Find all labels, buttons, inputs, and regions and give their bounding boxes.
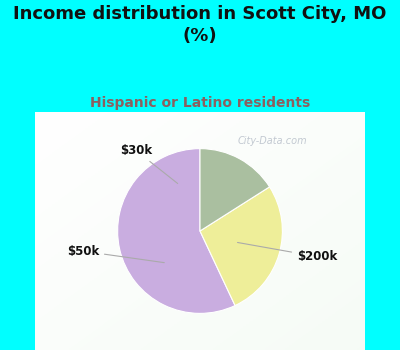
Text: $30k: $30k: [120, 144, 178, 183]
Text: Hispanic or Latino residents: Hispanic or Latino residents: [90, 96, 310, 110]
Text: $200k: $200k: [238, 243, 337, 263]
Text: Income distribution in Scott City, MO
(%): Income distribution in Scott City, MO (%…: [13, 5, 387, 46]
Wedge shape: [200, 149, 270, 231]
Text: $50k: $50k: [67, 245, 164, 262]
Text: City-Data.com: City-Data.com: [238, 135, 307, 146]
Wedge shape: [118, 149, 235, 313]
Wedge shape: [200, 187, 282, 306]
